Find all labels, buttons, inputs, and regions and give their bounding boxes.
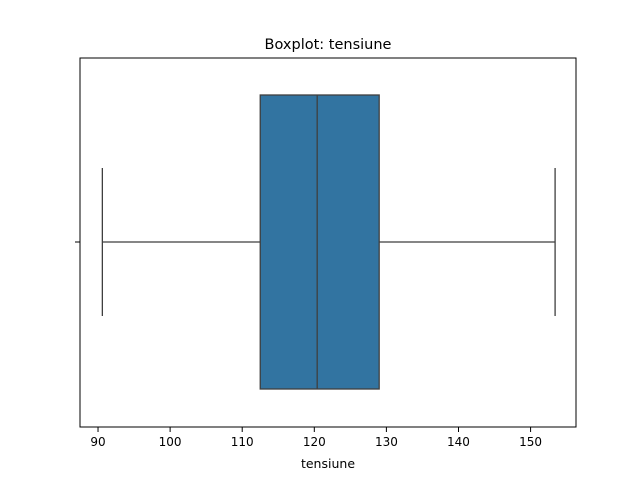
x-tick-label: 100 [159, 435, 182, 449]
x-tick-label: 120 [303, 435, 326, 449]
x-tick-label: 130 [375, 435, 398, 449]
x-axis-ticks: 90 100 110 120 130 140 150 [90, 427, 542, 449]
x-tick-label: 140 [447, 435, 470, 449]
x-tick-label: 110 [231, 435, 254, 449]
chart-title: Boxplot: tensiune [265, 37, 392, 53]
interquartile-box [259, 94, 380, 390]
plot-area [75, 57, 577, 428]
x-tick-label: 90 [90, 435, 105, 449]
x-tick-label: 150 [519, 435, 542, 449]
x-axis-label: tensiune [301, 456, 355, 471]
